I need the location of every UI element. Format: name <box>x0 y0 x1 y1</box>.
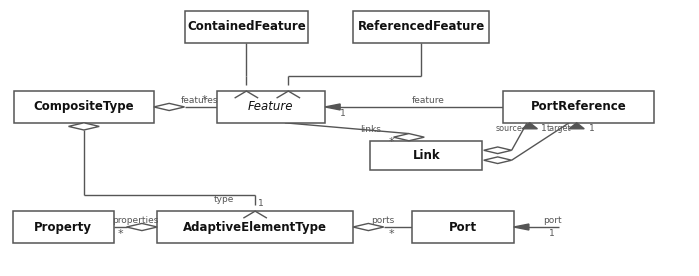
FancyBboxPatch shape <box>370 141 482 170</box>
Text: 1: 1 <box>549 229 555 238</box>
Text: 1: 1 <box>258 199 264 208</box>
Text: *: * <box>389 229 394 239</box>
Text: 1: 1 <box>340 109 345 118</box>
Polygon shape <box>154 103 185 110</box>
Text: port: port <box>543 216 561 225</box>
FancyBboxPatch shape <box>157 211 353 243</box>
Text: properties: properties <box>113 216 159 225</box>
Text: target: target <box>547 124 572 133</box>
Text: Port: Port <box>449 221 477 233</box>
Polygon shape <box>394 134 424 141</box>
Text: ReferencedFeature: ReferencedFeature <box>357 20 485 33</box>
Text: links: links <box>360 125 381 134</box>
Polygon shape <box>127 224 157 231</box>
FancyBboxPatch shape <box>217 91 325 123</box>
Polygon shape <box>514 224 529 230</box>
Polygon shape <box>69 123 99 130</box>
Text: ContainedFeature: ContainedFeature <box>187 20 305 33</box>
FancyBboxPatch shape <box>412 211 514 243</box>
Text: features: features <box>180 96 218 105</box>
Text: Link: Link <box>412 149 440 162</box>
Text: 1: 1 <box>589 124 595 133</box>
FancyBboxPatch shape <box>13 211 114 243</box>
Text: ports: ports <box>371 216 394 225</box>
Text: AdaptiveElementType: AdaptiveElementType <box>183 221 327 233</box>
Polygon shape <box>522 123 538 129</box>
Polygon shape <box>325 104 340 110</box>
Text: PortReference: PortReference <box>531 100 626 113</box>
Text: *: * <box>118 229 124 239</box>
Text: feature: feature <box>412 96 445 105</box>
FancyBboxPatch shape <box>353 11 489 43</box>
Text: 1: 1 <box>541 124 547 133</box>
Polygon shape <box>484 157 512 163</box>
Polygon shape <box>484 147 512 153</box>
Text: *: * <box>389 137 394 147</box>
Text: *: * <box>201 95 207 105</box>
Text: Feature: Feature <box>248 100 294 113</box>
Text: source: source <box>496 124 522 133</box>
Polygon shape <box>569 123 584 129</box>
Polygon shape <box>353 224 384 231</box>
Text: Property: Property <box>34 221 92 233</box>
Text: type: type <box>213 195 234 204</box>
FancyBboxPatch shape <box>503 91 654 123</box>
Text: CompositeType: CompositeType <box>34 100 134 113</box>
FancyBboxPatch shape <box>185 11 308 43</box>
FancyBboxPatch shape <box>14 91 154 123</box>
